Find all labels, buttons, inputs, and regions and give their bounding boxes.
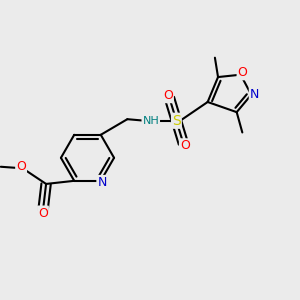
Text: O: O	[238, 66, 248, 79]
Text: O: O	[16, 160, 26, 173]
Text: O: O	[38, 206, 48, 220]
Text: O: O	[180, 139, 190, 152]
Text: S: S	[172, 114, 181, 128]
Text: NH: NH	[142, 116, 159, 126]
Text: N: N	[250, 88, 259, 100]
Text: N: N	[97, 176, 107, 189]
Text: O: O	[163, 89, 173, 102]
